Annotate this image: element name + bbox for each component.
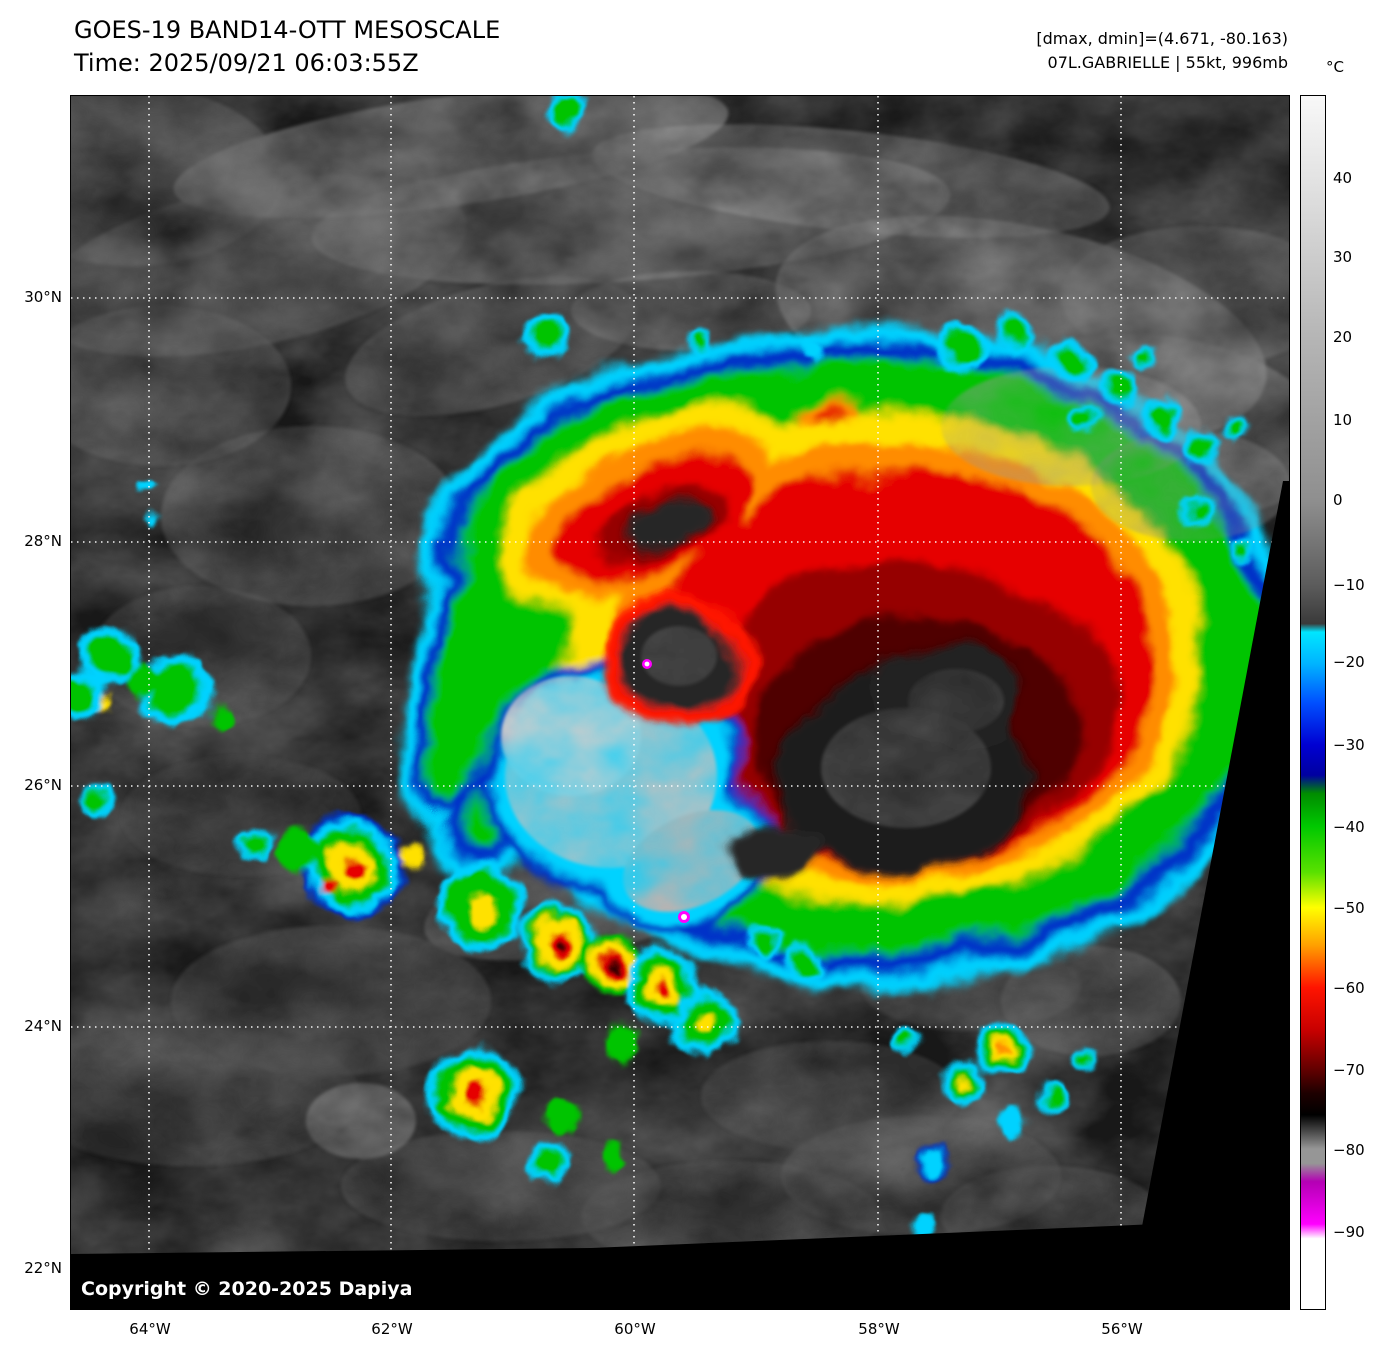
lon-tick-label: 60°W (614, 1320, 656, 1338)
colorbar-tick: −10 (1333, 576, 1365, 594)
lat-tick-label: 28°N (24, 532, 62, 550)
header-right: [dmax, dmin]=(4.671, -80.163) 07L.GABRIE… (1036, 27, 1288, 75)
lon-tick-label: 64°W (129, 1320, 171, 1338)
range-label: [dmax, dmin]=(4.671, -80.163) (1036, 29, 1288, 48)
satellite-map: Copyright © 2020-2025 Dapiya (70, 95, 1290, 1310)
copyright-label: Copyright © 2020-2025 Dapiya (81, 1278, 413, 1300)
colorbar-tick: 30 (1333, 248, 1353, 266)
colorbar-tick: −30 (1333, 736, 1365, 754)
cold-core-texture (641, 626, 1004, 828)
colorbar-tick: −40 (1333, 818, 1365, 836)
lat-tick-label: 22°N (24, 1259, 62, 1277)
lat-tick-label: 30°N (24, 288, 62, 306)
lat-tick-label: 26°N (24, 776, 62, 794)
colorbar-tick: 10 (1333, 411, 1353, 429)
colorbar-tick: −80 (1333, 1141, 1365, 1159)
colorbar-tick: −70 (1333, 1061, 1365, 1079)
colorbar-tick: −50 (1333, 899, 1365, 917)
time-label: Time: 2025/09/21 06:03:55Z (74, 49, 419, 77)
colorbar-tick: 40 (1333, 169, 1353, 187)
storm-label: 07L.GABRIELLE | 55kt, 996mb (1047, 53, 1288, 72)
colorbar (1300, 95, 1326, 1310)
gridlines (71, 96, 1289, 1309)
colorbar-tick: −60 (1333, 979, 1365, 997)
satellite-image (71, 96, 1289, 1309)
lon-tick-label: 62°W (371, 1320, 413, 1338)
lat-tick-label: 24°N (24, 1017, 62, 1035)
colorbar-tick: −20 (1333, 653, 1365, 671)
colorbar-tick: 20 (1333, 328, 1353, 346)
lon-tick-label: 56°W (1101, 1320, 1143, 1338)
page-title: GOES-19 BAND14-OTT MESOSCALE (74, 16, 501, 44)
colorbar-tick: 0 (1333, 491, 1343, 509)
overshoot-markers (642, 659, 690, 923)
colorbar-unit: °C (1326, 58, 1344, 76)
lon-tick-label: 58°W (858, 1320, 900, 1338)
scan-edge (71, 481, 1289, 1309)
convective-cells (71, 96, 1255, 1239)
colorbar-tick: −90 (1333, 1223, 1365, 1241)
